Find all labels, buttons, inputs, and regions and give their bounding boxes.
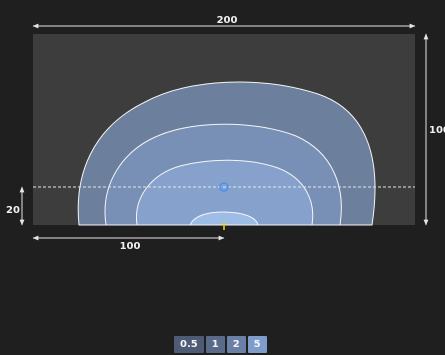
- width-dimension-label: 200: [217, 15, 238, 26]
- line-height-dimension-label: 20: [6, 205, 20, 216]
- source-marker[interactable]: [219, 182, 229, 192]
- legend-item-1[interactable]: 1: [205, 336, 225, 353]
- contour-2: [135, 159, 314, 226]
- legend-item-2[interactable]: 2: [226, 336, 246, 353]
- contour-legend: 0.5 1 2 5: [174, 336, 267, 353]
- height-dimension-label: 100: [429, 125, 445, 136]
- legend-item-0-5[interactable]: 0.5: [174, 336, 204, 353]
- legend-item-5[interactable]: 5: [247, 336, 267, 353]
- contour-5: [189, 211, 259, 226]
- line-offset-dimension-label: 100: [120, 241, 141, 252]
- contour-group: [77, 81, 376, 226]
